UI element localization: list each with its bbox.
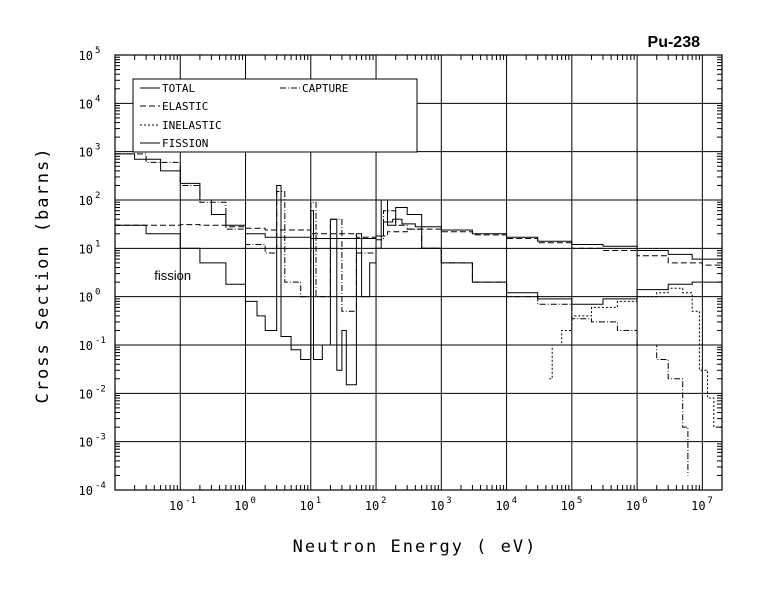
x-tick-label: 10 bbox=[365, 499, 379, 513]
x-tick-label: 10 bbox=[300, 499, 314, 513]
y-tick-exponent: -3 bbox=[95, 433, 106, 443]
x-tick-exponent: 4 bbox=[512, 496, 517, 506]
series-line-fission bbox=[115, 185, 723, 386]
y-tick-label: 10 bbox=[79, 339, 93, 353]
x-tick-exponent: -1 bbox=[185, 496, 196, 506]
x-tick-label: 10 bbox=[691, 499, 705, 513]
x-tick-labels: 10 -1 10 0 10 1 10 2 10 3 10 4 10 5 10 6 10 7 bbox=[169, 496, 713, 513]
x-tick-label: 10 bbox=[169, 499, 183, 513]
y-tick-exponent: 5 bbox=[95, 46, 100, 56]
y-tick-label: 10 bbox=[79, 146, 93, 160]
y-tick-exponent: 1 bbox=[95, 239, 100, 249]
chart-title: Pu-238 bbox=[648, 34, 701, 51]
x-tick-exponent: 1 bbox=[316, 496, 321, 506]
series-line-inelastic bbox=[549, 287, 723, 442]
x-tick-label: 10 bbox=[626, 499, 640, 513]
y-tick-exponent: -4 bbox=[95, 481, 106, 491]
y-axis-title: Cross Section (barns) bbox=[33, 147, 53, 404]
x-tick-label: 10 bbox=[561, 499, 575, 513]
y-tick-label: 10 bbox=[79, 291, 93, 305]
x-axis-title: Neutron Energy ( eV) bbox=[293, 537, 538, 557]
legend-label-capture: CAPTURE bbox=[302, 82, 348, 95]
y-tick-exponent: 0 bbox=[95, 288, 100, 298]
series-line-capture bbox=[115, 153, 689, 476]
x-tick-exponent: 5 bbox=[577, 496, 582, 506]
x-tick-label: 10 bbox=[234, 499, 248, 513]
series-line-elastic bbox=[115, 224, 723, 268]
y-tick-exponent: -1 bbox=[95, 336, 106, 346]
y-tick-exponent: 4 bbox=[95, 94, 100, 104]
legend: TOTAL CAPTURE ELASTIC INELASTIC FISSION bbox=[132, 78, 418, 153]
plot-frame bbox=[114, 54, 723, 491]
y-tick-label: 10 bbox=[79, 242, 93, 256]
x-tick-exponent: 2 bbox=[381, 496, 386, 506]
y-tick-label: 10 bbox=[79, 436, 93, 450]
y-tick-label: 10 bbox=[79, 484, 93, 498]
x-tick-exponent: 0 bbox=[251, 496, 256, 506]
y-tick-exponent: 3 bbox=[95, 143, 100, 153]
legend-box bbox=[132, 78, 418, 153]
y-tick-label: 10 bbox=[79, 97, 93, 111]
legend-label-inelastic: INELASTIC bbox=[162, 119, 222, 132]
series-layer bbox=[115, 153, 723, 476]
y-tick-label: 10 bbox=[79, 387, 93, 401]
x-tick-exponent: 6 bbox=[642, 496, 647, 506]
x-tick-label: 10 bbox=[430, 499, 444, 513]
annotation-fission: fission bbox=[154, 268, 191, 283]
y-tick-label: 10 bbox=[79, 49, 93, 63]
y-tick-exponent: -2 bbox=[95, 384, 106, 394]
legend-label-total: TOTAL bbox=[162, 82, 195, 95]
x-tick-label: 10 bbox=[495, 499, 509, 513]
legend-label-elastic: ELASTIC bbox=[162, 100, 208, 113]
x-tick-exponent: 7 bbox=[707, 496, 712, 506]
legend-label-fission: FISSION bbox=[162, 137, 208, 150]
y-tick-label: 10 bbox=[79, 194, 93, 208]
y-tick-exponent: 2 bbox=[95, 191, 100, 201]
x-tick-exponent: 3 bbox=[446, 496, 451, 506]
